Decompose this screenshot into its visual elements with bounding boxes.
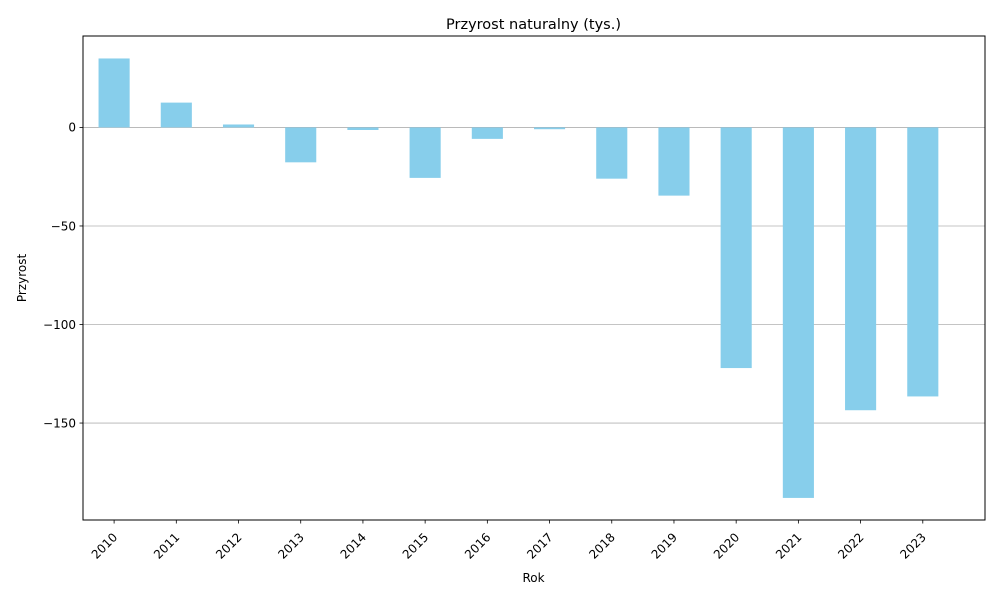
x-tick-label: 2022	[835, 530, 866, 561]
x-axis-ticks: 2010 2011 2012 2013 2014 2015 2016 2017 2018 2019…	[89, 520, 929, 562]
chart-title: Przyrost naturalny (tys.)	[446, 17, 621, 33]
x-tick-label: 2018	[586, 530, 617, 561]
bar	[347, 127, 379, 131]
y-tick-label: 0	[68, 121, 76, 135]
y-tick-label: −50	[51, 219, 76, 233]
x-tick-label: 2010	[89, 530, 120, 561]
x-tick-label: 2015	[400, 530, 431, 561]
x-axis-title: Rok	[522, 571, 544, 585]
bar	[222, 124, 255, 128]
bar	[658, 127, 690, 196]
bar	[285, 127, 317, 163]
bar	[845, 127, 877, 411]
bar	[782, 127, 814, 498]
x-tick-label: 2020	[711, 530, 742, 561]
y-tick-label: −150	[43, 416, 76, 430]
bar	[534, 127, 566, 130]
bar	[720, 127, 752, 369]
y-axis-ticks: 0 −50 −100 −150	[43, 121, 83, 430]
bar	[160, 102, 192, 128]
x-tick-label: 2023	[897, 530, 928, 561]
plot-frame	[82, 35, 986, 521]
bar	[98, 58, 130, 128]
bar	[596, 127, 628, 179]
x-tick-label: 2011	[151, 530, 182, 561]
bar	[471, 127, 503, 139]
bar	[409, 127, 441, 178]
x-tick-label: 2013	[275, 530, 306, 561]
x-tick-label: 2021	[773, 530, 804, 561]
y-tick-label: −100	[43, 318, 76, 332]
bars	[98, 58, 939, 498]
x-tick-label: 2016	[462, 530, 493, 561]
y-axis-title: Przyrost	[15, 254, 29, 303]
x-tick-label: 2012	[213, 530, 244, 561]
x-tick-label: 2017	[524, 530, 555, 561]
x-tick-label: 2014	[338, 530, 369, 561]
bar	[907, 127, 939, 397]
x-tick-label: 2019	[649, 530, 680, 561]
